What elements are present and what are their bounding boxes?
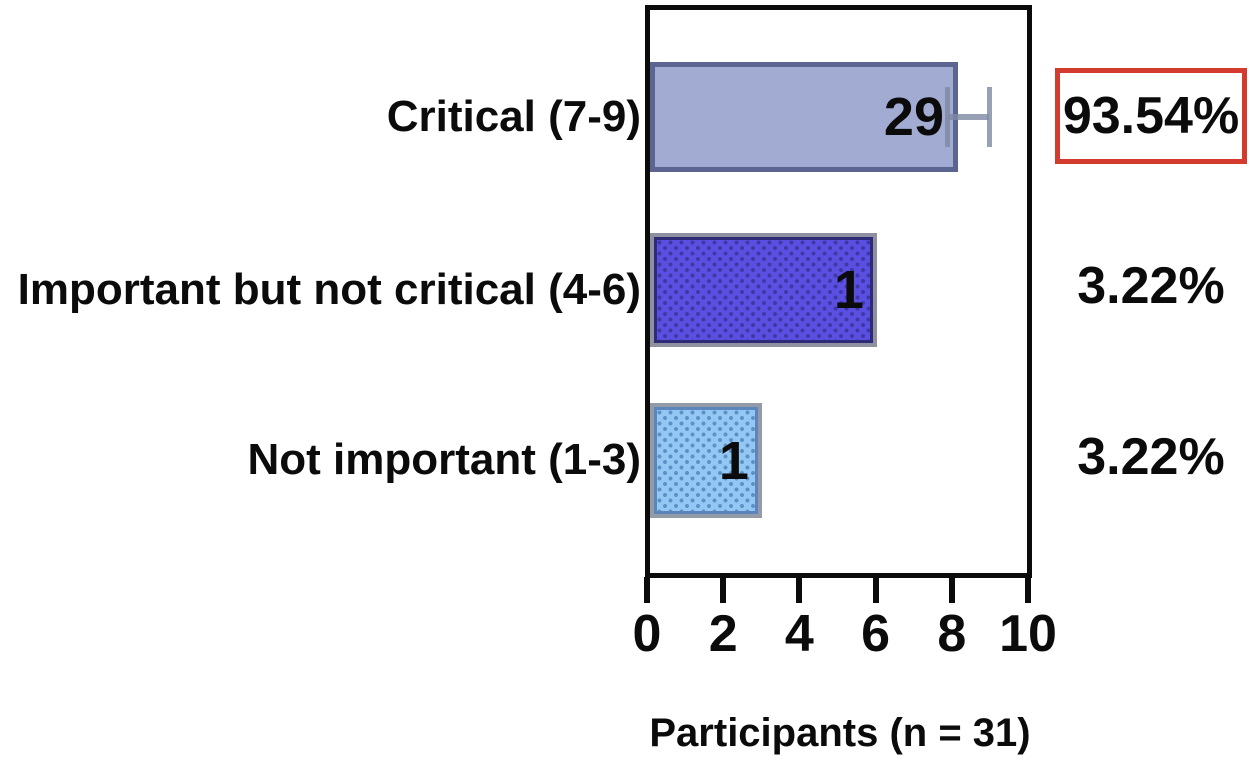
bar-value-label: 1 bbox=[833, 260, 864, 320]
bar-critical-7-9: 29 bbox=[650, 62, 958, 172]
bar-not-important-1-3: 1 bbox=[650, 403, 762, 518]
x-tick-mark bbox=[796, 577, 803, 603]
x-tick-label: 10 bbox=[999, 605, 1057, 663]
percent-label: 93.54% bbox=[1062, 87, 1240, 145]
percent-label: 3.22% bbox=[1077, 257, 1225, 315]
x-tick-mark bbox=[948, 577, 955, 603]
category-label-not-important-1-3: Not important (1-3) bbox=[247, 435, 641, 484]
error-bar-cap-high bbox=[986, 87, 992, 147]
x-tick-label: 0 bbox=[632, 605, 662, 663]
x-tick-mark bbox=[872, 577, 879, 603]
x-tick-mark bbox=[644, 577, 650, 603]
error-bar-line bbox=[947, 114, 990, 120]
plot-area-frame bbox=[645, 5, 1032, 578]
x-tick-mark bbox=[1025, 577, 1031, 603]
x-tick-label: 4 bbox=[784, 605, 814, 663]
x-axis-title: Participants (n = 31) bbox=[649, 711, 1031, 755]
x-tick-label: 6 bbox=[861, 605, 891, 663]
bar-value-label: 1 bbox=[718, 430, 749, 491]
x-tick-label: 2 bbox=[708, 605, 738, 663]
category-label-important-but-not-critical-4-6: Important but not critical (4-6) bbox=[17, 265, 641, 314]
x-tick-label: 8 bbox=[937, 605, 967, 663]
bar-important-but-not-critical-4-6: 1 bbox=[650, 233, 877, 347]
x-tick-mark bbox=[720, 577, 727, 603]
highlight-box: 93.54% bbox=[1055, 68, 1247, 164]
category-label-critical-7-9: Critical (7-9) bbox=[386, 92, 641, 141]
bar-value-label: 29 bbox=[883, 87, 944, 147]
percent-label: 3.22% bbox=[1077, 428, 1225, 486]
error-bar-cap-low bbox=[945, 87, 951, 147]
